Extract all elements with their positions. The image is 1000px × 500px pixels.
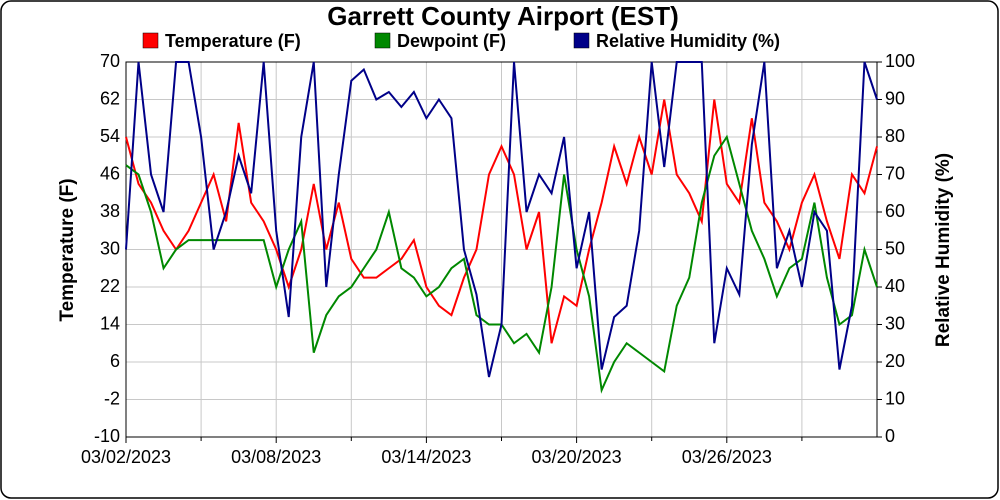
y-axis-label: Temperature (F) [57, 178, 78, 321]
y2-tick-label: 100 [885, 51, 915, 71]
y2-tick-label: 90 [885, 88, 905, 108]
legend-swatch [573, 32, 590, 49]
series-line [125, 61, 878, 378]
x-tick-label: 03/20/2023 [532, 447, 622, 467]
y-tick-label: 22 [100, 276, 120, 296]
y2-tick-label: 70 [885, 163, 905, 183]
y2-tick-label: 30 [885, 313, 905, 333]
legend-swatch [142, 32, 159, 49]
y-tick-label: 46 [100, 163, 120, 183]
series-line [125, 99, 878, 344]
y2-tick-label: 80 [885, 126, 905, 146]
y-tick-label: 14 [100, 313, 120, 333]
legend-swatch [374, 32, 391, 49]
y-tick-label: -10 [94, 426, 120, 446]
y-tick-label: 62 [100, 88, 120, 108]
x-tick-label: 03/08/2023 [231, 447, 321, 467]
x-tick-label: 03/26/2023 [682, 447, 772, 467]
y2-tick-label: 50 [885, 238, 905, 258]
x-tick-label: 03/14/2023 [381, 447, 471, 467]
y-tick-label: 54 [100, 126, 120, 146]
y-tick-label: -2 [104, 388, 120, 408]
legend-label: Relative Humidity (%) [596, 31, 780, 51]
y-tick-label: 70 [100, 51, 120, 71]
y2-tick-label: 20 [885, 351, 905, 371]
chart-title: Garrett County Airport (EST) [327, 1, 678, 31]
y2-tick-label: 60 [885, 201, 905, 221]
y2-tick-label: 10 [885, 388, 905, 408]
y-tick-label: 30 [100, 238, 120, 258]
x-tick-label: 03/02/2023 [81, 447, 171, 467]
y2-tick-label: 40 [885, 276, 905, 296]
y2-tick-label: 0 [885, 426, 895, 446]
legend-label: Temperature (F) [165, 31, 301, 51]
legend-label: Dewpoint (F) [397, 31, 506, 51]
y2-axis-label: Relative Humidity (%) [933, 153, 954, 347]
y-tick-label: 38 [100, 201, 120, 221]
y-tick-label: 6 [110, 351, 120, 371]
